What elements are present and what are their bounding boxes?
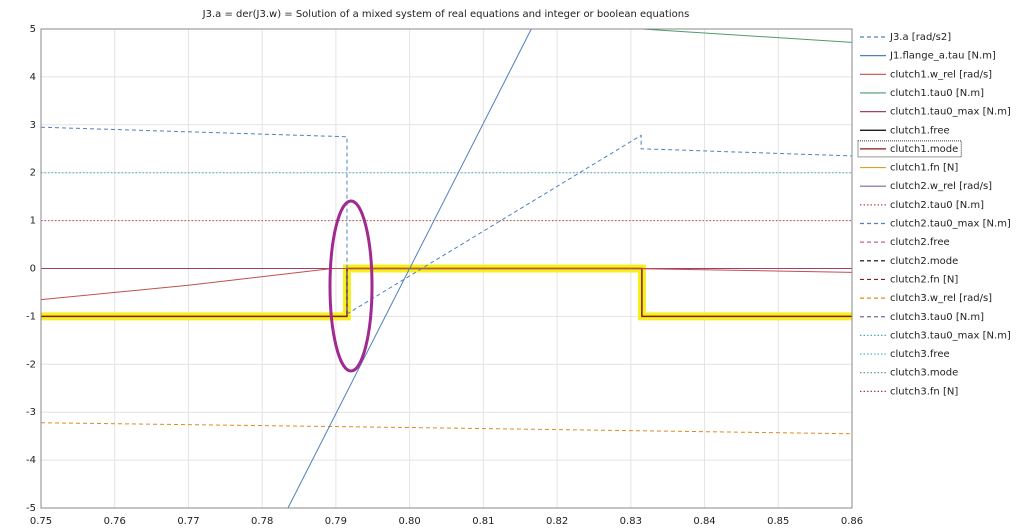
x-tick-label: 0.85	[767, 516, 789, 527]
legend-label[interactable]: clutch1.tau0_max [N.m]	[890, 107, 1011, 118]
legend-label[interactable]: clutch3.w_rel [rad/s]	[890, 293, 992, 304]
legend-label[interactable]: clutch3.tau0_max [N.m]	[890, 330, 1011, 341]
legend-label[interactable]: clutch2.tau0_max [N.m]	[890, 219, 1011, 230]
x-tick-label: 0.76	[104, 516, 126, 527]
y-tick-label: 1	[30, 216, 36, 227]
legend-label[interactable]: clutch2.free	[890, 237, 950, 248]
x-tick-label: 0.78	[251, 516, 273, 527]
legend-label[interactable]: J3.a [rad/s2]	[889, 32, 951, 43]
legend-label[interactable]: clutch1.tau0 [N.m]	[890, 88, 984, 99]
series-line	[41, 422, 852, 435]
legend-label[interactable]: clutch1.free	[890, 125, 950, 136]
legend-label[interactable]: clutch2.mode	[890, 256, 958, 267]
legend-label[interactable]: clutch2.tau0 [N.m]	[890, 200, 984, 211]
y-tick-label: -5	[26, 503, 36, 514]
series-line	[41, 268, 852, 301]
y-tick-label: -4	[26, 455, 36, 466]
legend-label[interactable]: clutch1.w_rel [rad/s]	[890, 69, 992, 80]
x-tick-label: 0.80	[399, 516, 421, 527]
y-tick-label: -2	[26, 359, 36, 370]
plot-frame	[40, 28, 853, 509]
y-tick-label: -3	[26, 407, 36, 418]
x-tick-label: 0.77	[177, 516, 199, 527]
legend-label[interactable]: J1.flange_a.tau [N.m]	[889, 51, 996, 62]
legend-label[interactable]: clutch3.mode	[890, 368, 958, 379]
y-tick-label: 5	[30, 24, 36, 35]
legend: J3.a [rad/s2] J1.flange_a.tau [N.m] clutch…	[857, 32, 1011, 397]
legend-label[interactable]: clutch1.fn [N]	[890, 163, 958, 174]
y-tick-label: 2	[30, 168, 36, 179]
legend-selection	[857, 140, 962, 158]
y-tick-label: -1	[26, 311, 36, 322]
chart-title: J3.a = der(J3.w) = Solution of a mixed s…	[202, 9, 690, 20]
x-tick-label: 0.75	[30, 516, 52, 527]
legend-label[interactable]: clutch3.free	[890, 349, 950, 360]
x-tick-label: 0.83	[620, 516, 642, 527]
series-line	[41, 126, 852, 315]
y-tick-label: 0	[30, 264, 36, 275]
x-tick-label: 0.82	[546, 516, 568, 527]
legend-label[interactable]: clutch3.tau0 [N.m]	[890, 312, 984, 323]
legend-label[interactable]: clutch2.fn [N]	[890, 274, 958, 285]
legend-label[interactable]: clutch1.mode	[890, 144, 958, 155]
legend-label[interactable]: clutch3.fn [N]	[890, 386, 958, 397]
legend-label[interactable]: clutch2.w_rel [rad/s]	[890, 181, 992, 192]
x-tick-label: 0.86	[841, 516, 863, 527]
plot-area	[41, 29, 852, 508]
x-tick-label: 0.79	[325, 516, 347, 527]
x-tick-label: 0.81	[472, 516, 494, 527]
annotation-ellipse	[328, 199, 374, 373]
series-line	[641, 29, 852, 43]
y-tick-label: 3	[30, 120, 36, 131]
series-line	[287, 29, 532, 508]
x-tick-label: 0.84	[693, 516, 715, 527]
y-tick-label: 4	[30, 72, 36, 83]
